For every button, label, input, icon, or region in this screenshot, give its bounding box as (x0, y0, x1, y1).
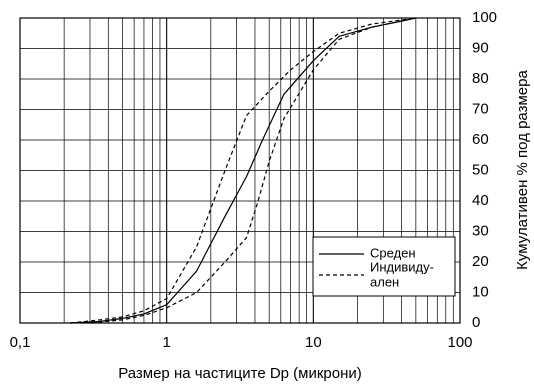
y-axis-label: Кумулативен % под размера (514, 70, 531, 270)
x-tick-label: 0,1 (10, 334, 31, 351)
y-tick-label: 0 (472, 314, 480, 331)
legend-label-individual: Индивиду- (370, 259, 434, 274)
plot-frame (19, 17, 461, 324)
y-tick-labels: 0 10 20 30 40 50 60 70 80 90 100 (472, 9, 497, 331)
legend-label-mean: Среден (370, 245, 416, 260)
y-tick-label: 50 (472, 161, 489, 178)
y-tick-label: 30 (472, 222, 489, 239)
x-tick-label: 100 (447, 334, 472, 351)
y-tick-label: 70 (472, 100, 489, 117)
y-tick-label: 40 (472, 192, 489, 209)
y-tick-label: 20 (472, 253, 489, 270)
x-tick-labels: 0,1 1 10 100 (10, 334, 473, 351)
legend: Среден Индивиду- ален (312, 236, 456, 297)
legend-box (312, 236, 456, 297)
y-tick-label: 60 (472, 131, 489, 148)
series-line-individual-2 (70, 17, 416, 324)
legend-label-individual-line2: ален (370, 274, 399, 289)
y-tick-label: 10 (472, 283, 489, 300)
x-axis-label: Размер на частиците Dp (микрони) (118, 365, 362, 382)
series-line-individual-1 (70, 17, 416, 324)
y-tick-label: 100 (472, 9, 497, 26)
x-tick-label: 1 (162, 334, 170, 351)
x-tick-label: 10 (305, 334, 322, 351)
series-layer (70, 17, 416, 324)
series-line-mean (70, 17, 416, 324)
y-tick-label: 90 (472, 39, 489, 56)
y-tick-label: 80 (472, 70, 489, 87)
